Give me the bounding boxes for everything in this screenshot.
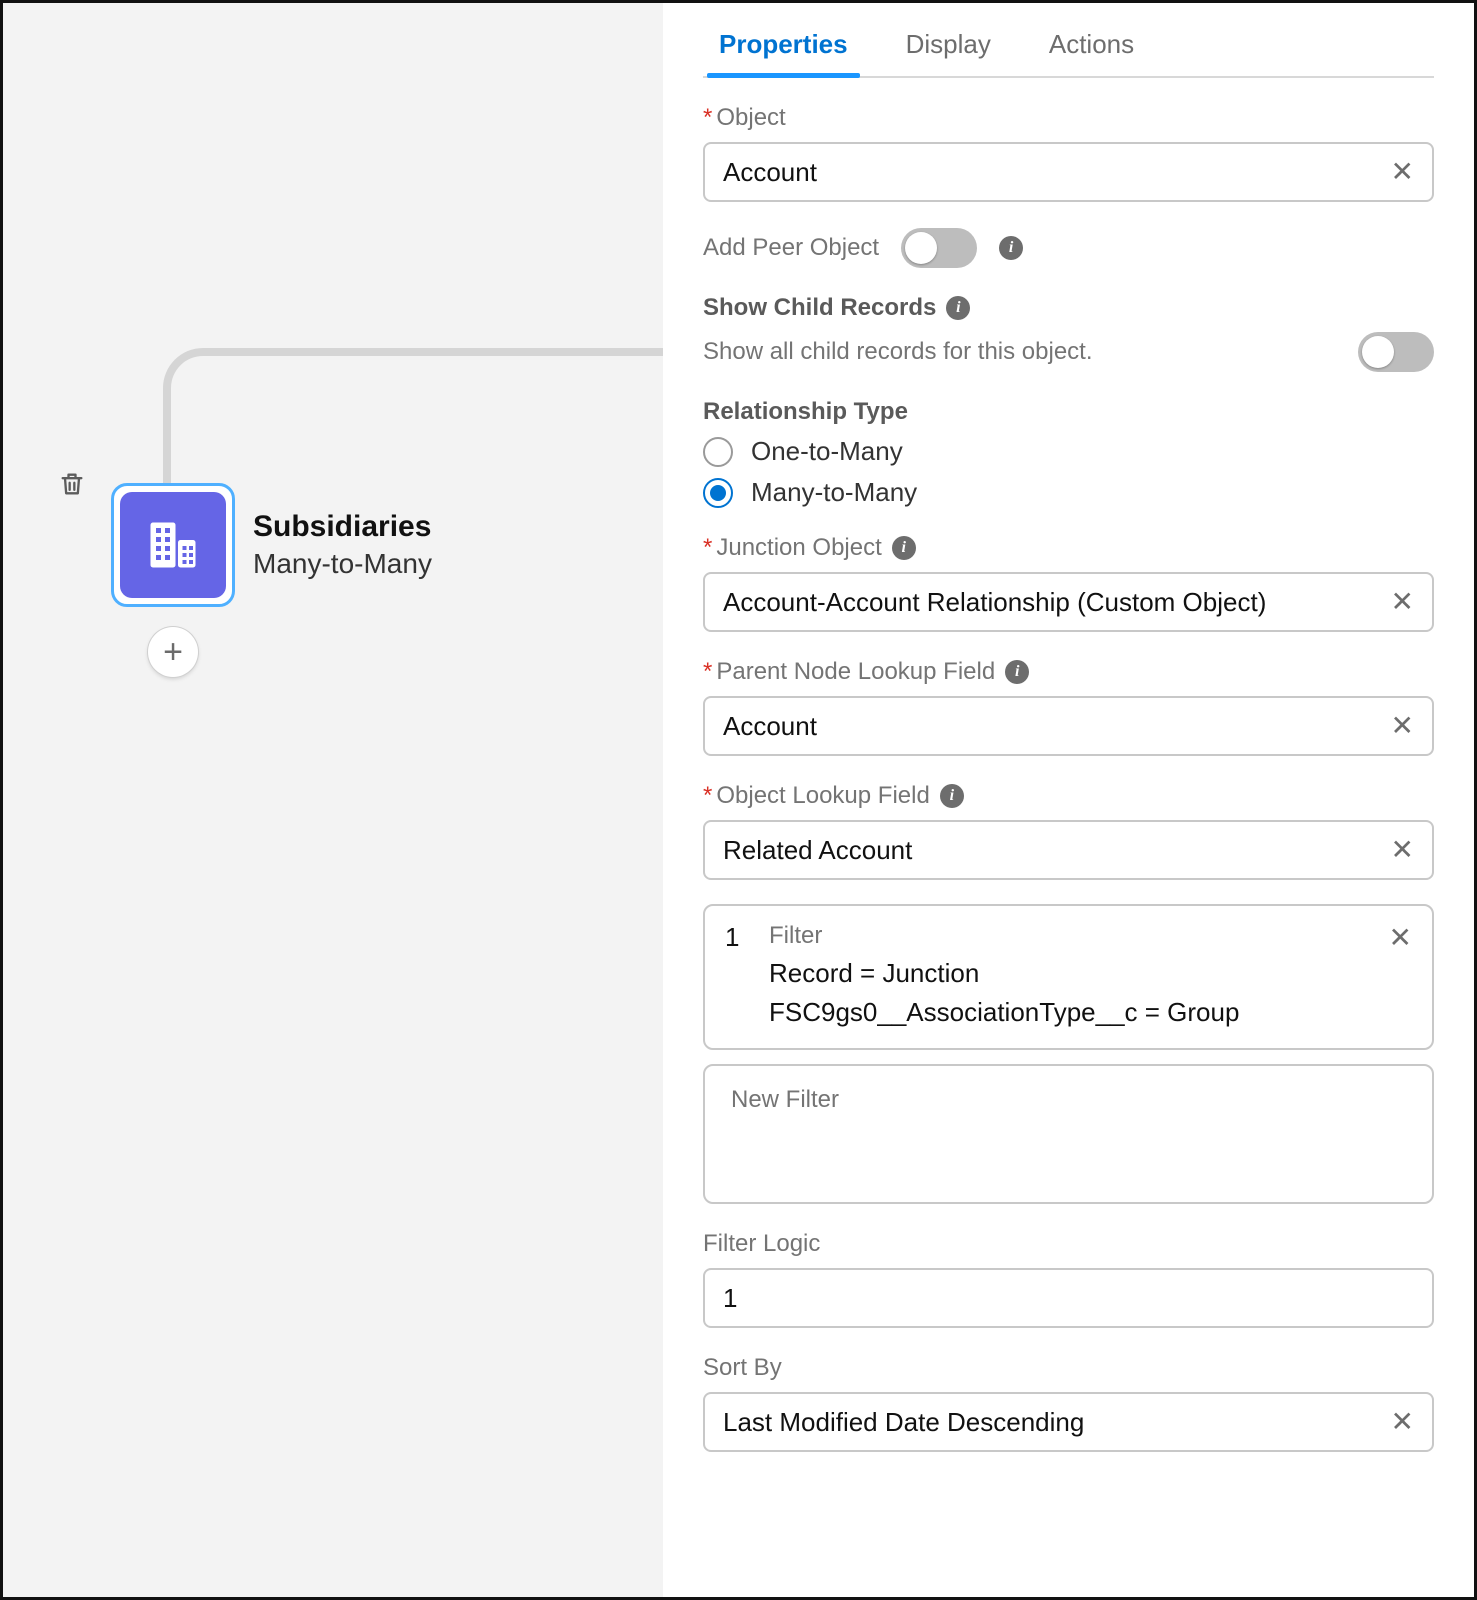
node-icon-wrap xyxy=(111,483,235,607)
graph-node[interactable]: Subsidiaries Many-to-Many xyxy=(111,483,432,607)
clear-icon[interactable]: ✕ xyxy=(1391,1408,1414,1436)
panel-tabs: Properties Display Actions xyxy=(703,3,1434,78)
remove-filter-button[interactable]: ✕ xyxy=(1389,924,1412,952)
object-input[interactable]: Account ✕ xyxy=(703,142,1434,202)
properties-panel: Properties Display Actions *Object Accou… xyxy=(663,3,1474,1597)
junction-label: Junction Object xyxy=(716,534,881,561)
parent-lookup-input[interactable]: Account ✕ xyxy=(703,696,1434,756)
field-sort-by: Sort By Last Modified Date Descending ✕ xyxy=(703,1354,1434,1452)
tab-display[interactable]: Display xyxy=(902,17,995,76)
filter-logic-value: 1 xyxy=(723,1283,737,1314)
filter-heading: Filter xyxy=(769,922,1412,950)
tab-actions[interactable]: Actions xyxy=(1045,17,1138,76)
node-title: Subsidiaries xyxy=(253,510,432,544)
junction-object-input[interactable]: Account-Account Relationship (Custom Obj… xyxy=(703,572,1434,632)
field-add-peer: Add Peer Object i xyxy=(703,228,1434,268)
new-filter-label: New Filter xyxy=(731,1086,839,1113)
field-parent-lookup: *Parent Node Lookup Field i Account ✕ xyxy=(703,658,1434,756)
field-filter-logic: Filter Logic 1 xyxy=(703,1230,1434,1328)
object-lookup-label: Object Lookup Field xyxy=(716,782,929,809)
radio-one-to-many-row[interactable]: One-to-Many xyxy=(703,436,1434,467)
add-peer-toggle[interactable] xyxy=(901,228,977,268)
field-junction-object: *Junction Object i Account-Account Relat… xyxy=(703,534,1434,632)
radio-many-to-many-row[interactable]: Many-to-Many xyxy=(703,477,1434,508)
info-icon[interactable]: i xyxy=(999,236,1023,260)
app-root: Subsidiaries Many-to-Many + Properties D… xyxy=(0,0,1477,1600)
object-value: Account xyxy=(723,157,817,188)
clear-icon[interactable]: ✕ xyxy=(1391,836,1414,864)
info-icon[interactable]: i xyxy=(1005,660,1029,684)
add-peer-label: Add Peer Object xyxy=(703,234,879,262)
node-labels: Subsidiaries Many-to-Many xyxy=(253,510,432,580)
sort-by-input[interactable]: Last Modified Date Descending ✕ xyxy=(703,1392,1434,1452)
parent-lookup-label: Parent Node Lookup Field xyxy=(716,658,995,685)
radio-many-to-many[interactable] xyxy=(703,478,733,508)
clear-icon[interactable]: ✕ xyxy=(1391,712,1414,740)
object-lookup-value: Related Account xyxy=(723,835,912,866)
junction-value: Account-Account Relationship (Custom Obj… xyxy=(723,587,1266,618)
info-icon[interactable]: i xyxy=(946,296,970,320)
sort-by-value: Last Modified Date Descending xyxy=(723,1407,1084,1438)
object-lookup-input[interactable]: Related Account ✕ xyxy=(703,820,1434,880)
radio-one-to-many[interactable] xyxy=(703,437,733,467)
field-relationship-type: Relationship Type One-to-Many Many-to-Ma… xyxy=(703,398,1434,508)
filter-logic-input[interactable]: 1 xyxy=(703,1268,1434,1328)
relationship-type-label: Relationship Type xyxy=(703,398,908,426)
show-child-heading: Show Child Records xyxy=(703,294,936,322)
parent-lookup-value: Account xyxy=(723,711,817,742)
info-icon[interactable]: i xyxy=(940,784,964,808)
radio-many-label: Many-to-Many xyxy=(751,477,917,508)
plus-icon: + xyxy=(163,635,183,669)
filter-index: 1 xyxy=(725,922,749,1032)
trash-icon xyxy=(58,468,86,500)
sort-by-label: Sort By xyxy=(703,1354,782,1382)
delete-node-button[interactable] xyxy=(58,468,86,500)
clear-icon[interactable]: ✕ xyxy=(1391,158,1414,186)
show-child-help: Show all child records for this object. xyxy=(703,338,1336,366)
filter-logic-label: Filter Logic xyxy=(703,1230,820,1258)
filter-line-1: Record = Junction xyxy=(769,954,1412,993)
clear-icon[interactable]: ✕ xyxy=(1391,588,1414,616)
graph-canvas[interactable]: Subsidiaries Many-to-Many + xyxy=(3,3,663,1597)
field-object-lookup: *Object Lookup Field i Related Account ✕ xyxy=(703,782,1434,880)
field-show-child: Show Child Records i Show all child reco… xyxy=(703,294,1434,372)
filter-line-2: FSC9gs0__AssociationType__c = Group xyxy=(769,993,1412,1032)
node-subtype: Many-to-Many xyxy=(253,548,432,580)
show-child-toggle[interactable] xyxy=(1358,332,1434,372)
object-label: Object xyxy=(716,104,785,131)
tab-properties[interactable]: Properties xyxy=(715,17,852,76)
building-icon xyxy=(120,492,226,598)
filter-card[interactable]: 1 Filter Record = Junction FSC9gs0__Asso… xyxy=(703,904,1434,1050)
new-filter-button[interactable]: New Filter xyxy=(703,1064,1434,1204)
add-child-node-button[interactable]: + xyxy=(148,627,198,677)
radio-one-label: One-to-Many xyxy=(751,436,903,467)
field-object: *Object Account ✕ xyxy=(703,104,1434,202)
info-icon[interactable]: i xyxy=(892,536,916,560)
